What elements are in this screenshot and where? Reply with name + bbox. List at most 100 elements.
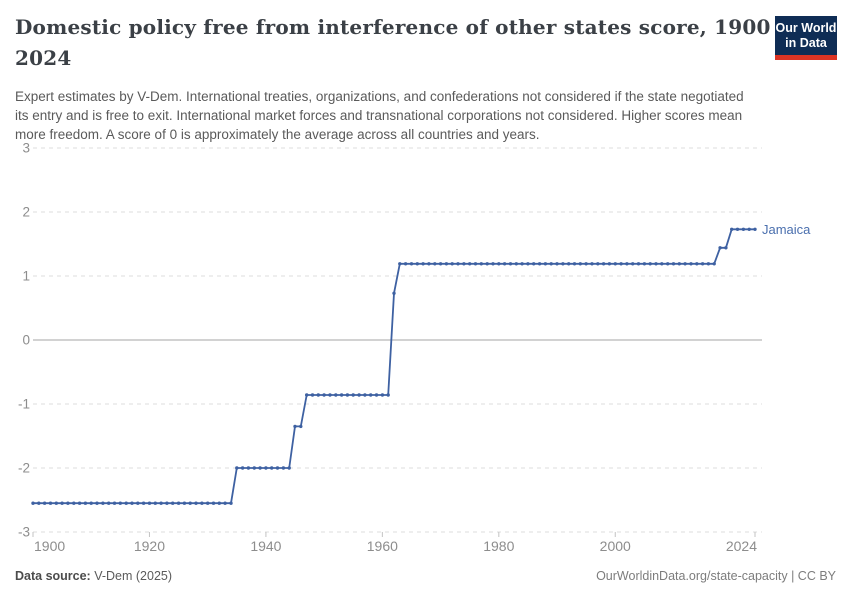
- x-axis-label: 1920: [134, 538, 165, 554]
- series-point: [555, 262, 559, 266]
- series-point: [677, 262, 681, 266]
- series-point: [171, 501, 175, 505]
- series-point: [54, 501, 58, 505]
- series-point: [473, 262, 478, 266]
- series-point: [403, 262, 408, 266]
- series-point: [287, 466, 291, 470]
- series-point: [95, 501, 99, 505]
- series-point: [619, 262, 623, 266]
- series-point: [141, 501, 146, 505]
- series-point: [351, 393, 355, 397]
- series-point: [200, 501, 204, 505]
- series-line-jamaica[interactable]: [33, 228, 755, 505]
- x-axis-label: 1940: [250, 538, 281, 554]
- series-point: [444, 262, 449, 266]
- series-point: [526, 262, 530, 266]
- series-point: [264, 466, 268, 470]
- series-point: [363, 393, 367, 397]
- series-point: [37, 501, 41, 505]
- series-point: [66, 501, 70, 505]
- series-point: [31, 501, 35, 505]
- series-point: [660, 262, 664, 266]
- series-point: [747, 227, 751, 231]
- series-point: [374, 393, 379, 397]
- series-point: [590, 262, 594, 266]
- series-point: [753, 227, 757, 231]
- series-point: [136, 501, 140, 505]
- series-point: [240, 466, 245, 470]
- x-axis-label: 1900: [34, 538, 65, 554]
- series-point: [60, 501, 64, 505]
- chart-subtitle-line: its entry and is free to exit. Internati…: [15, 108, 743, 123]
- series-point: [706, 262, 711, 266]
- series-point: [468, 262, 472, 266]
- series-point: [695, 262, 699, 266]
- series-point: [159, 501, 163, 505]
- series-point: [246, 466, 251, 470]
- series-point: [322, 393, 326, 397]
- series-point: [415, 262, 419, 266]
- series-entity-label[interactable]: Jamaica: [762, 222, 811, 237]
- series-point: [648, 262, 652, 266]
- y-axis-label: -2: [18, 461, 30, 476]
- series-point: [275, 466, 280, 470]
- x-axis-label: 1960: [367, 538, 398, 554]
- page-title-line1: Domestic policy free from interference o…: [15, 15, 801, 39]
- series-point: [48, 501, 53, 505]
- series-point: [392, 291, 396, 295]
- page-title: Domestic policy free from interference o…: [15, 12, 801, 74]
- x-axis-label: 2000: [600, 538, 631, 554]
- series-point: [112, 501, 117, 505]
- series-point: [223, 501, 227, 505]
- owid-logo-line1: Our World: [775, 21, 837, 35]
- series-point: [479, 262, 483, 266]
- series-point: [339, 393, 344, 397]
- series-point: [508, 262, 513, 266]
- attribution-link[interactable]: OurWorldinData.org/state-capacity | CC B…: [596, 569, 836, 583]
- series-point: [299, 424, 303, 429]
- series-point: [666, 262, 670, 266]
- series-point: [83, 501, 88, 505]
- series-point: [485, 262, 489, 266]
- series-point: [235, 466, 239, 470]
- series-point: [543, 262, 548, 266]
- series-point: [730, 227, 734, 231]
- series-point: [497, 262, 501, 266]
- series-point: [229, 501, 233, 505]
- x-axis-label: 2024: [726, 538, 757, 554]
- series-point: [625, 262, 629, 266]
- series-point: [718, 246, 722, 250]
- data-source-label: Data source:: [15, 569, 91, 583]
- chart-subtitle: Expert estimates by V-Dem. International…: [15, 87, 744, 144]
- series-point: [596, 262, 600, 266]
- chart-subtitle-line: Expert estimates by V-Dem. International…: [15, 89, 744, 104]
- series-point: [194, 501, 198, 505]
- series-point: [433, 262, 437, 266]
- series-point: [631, 262, 635, 266]
- y-axis-label: 0: [22, 333, 30, 348]
- series-point: [72, 501, 76, 505]
- series-point: [537, 262, 542, 266]
- series-point: [281, 466, 286, 470]
- series-point: [502, 262, 507, 266]
- series-point: [176, 501, 181, 505]
- series-point: [584, 262, 588, 266]
- owid-logo-line2: in Data: [785, 36, 827, 50]
- series-point: [380, 393, 385, 397]
- page-title-line2: 2024: [15, 46, 72, 70]
- y-axis-label: -3: [18, 525, 30, 540]
- series-point: [217, 501, 221, 505]
- series-point: [735, 227, 740, 231]
- series-point: [153, 501, 157, 505]
- series-point: [182, 501, 187, 505]
- series-point: [724, 246, 728, 250]
- series-point: [689, 262, 693, 266]
- series-point: [578, 262, 582, 266]
- series-point: [567, 262, 571, 266]
- series-point: [409, 262, 414, 266]
- series-point: [636, 262, 641, 266]
- series-point: [491, 262, 495, 266]
- owid-logo[interactable]: Our World in Data: [775, 16, 837, 60]
- series-point: [310, 393, 315, 397]
- series-point: [456, 262, 460, 266]
